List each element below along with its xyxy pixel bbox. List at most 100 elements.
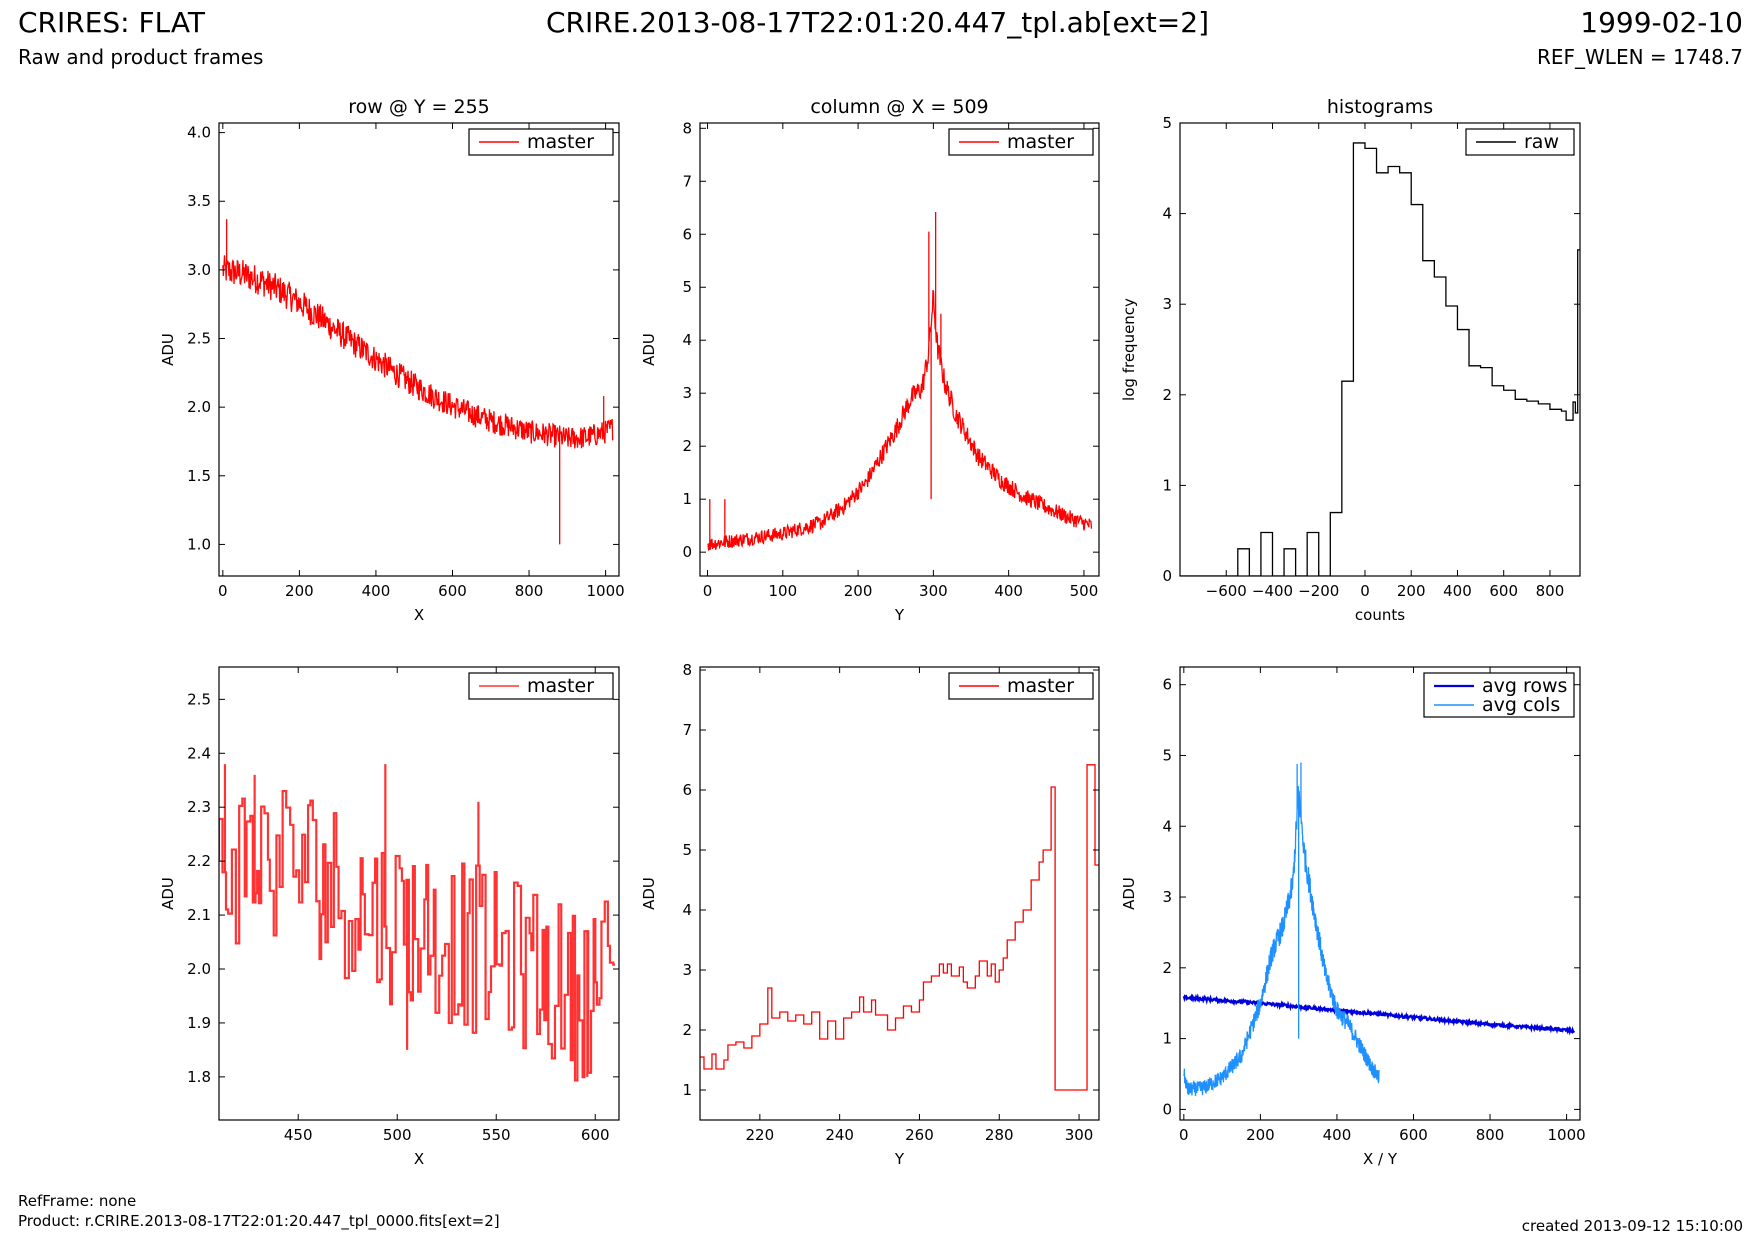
- y-tick-label: 7: [682, 721, 692, 739]
- date-label: 1999-02-10: [1580, 6, 1743, 39]
- series-line-master: [219, 764, 616, 1082]
- legend-label: master: [527, 131, 594, 153]
- chart-hist: −600 −400 −200 0 200 400 600 800 0 1 2 3 4 5 histogram…: [1120, 96, 1581, 624]
- y-axis-label: ADU: [640, 333, 658, 366]
- y-axis-label: ADU: [159, 333, 177, 366]
- chart-averages: 0 200 400 600 800 1000 0 1 2 3 4 5 6 X / Y ADU avg rows…: [1120, 666, 1586, 1168]
- page-title: CRIRES: FLAT: [18, 6, 205, 39]
- y-tick-label: 5: [1162, 114, 1172, 132]
- x-axis-label: counts: [1355, 606, 1405, 624]
- plot-frame: [699, 122, 1100, 577]
- page-subtitle: Raw and product frames: [18, 45, 264, 69]
- y-tick-label: 3: [682, 384, 692, 402]
- x-axis-label: X: [414, 1150, 424, 1168]
- y-tick-label: 3: [1162, 888, 1172, 906]
- y-tick-label: 1.8: [187, 1068, 211, 1086]
- x-tick-label: 0: [1360, 582, 1370, 600]
- x-tick-label: 240: [825, 1126, 854, 1144]
- x-axis-label: Y: [894, 1150, 905, 1168]
- series-line-master: [700, 764, 1099, 1091]
- y-tick-label: 4.0: [187, 124, 211, 142]
- series-line-master: [222, 219, 614, 545]
- x-tick-label: 300: [1065, 1126, 1094, 1144]
- y-tick-label: 5: [682, 841, 692, 859]
- y-tick-label: 8: [682, 661, 692, 679]
- x-tick-label: −600: [1206, 582, 1247, 600]
- legend: master: [468, 672, 614, 700]
- legend-label: master: [1007, 675, 1074, 697]
- x-tick-label: 400: [994, 582, 1023, 600]
- chart-column-zoom: 220 240 260 280 300 1 2 3 4 5 6 7 8 Y ADU master: [640, 661, 1100, 1168]
- series-line-raw: [1180, 142, 1580, 576]
- x-tick-label: 800: [1476, 1126, 1505, 1144]
- x-tick-label: −400: [1252, 582, 1293, 600]
- x-tick-label: −200: [1298, 582, 1339, 600]
- x-tick-label: 400: [1323, 1126, 1352, 1144]
- x-tick-label: 600: [1489, 582, 1518, 600]
- x-tick-label: 500: [1070, 582, 1099, 600]
- y-tick-label: 3: [1162, 295, 1172, 313]
- y-tick-label: 0: [1162, 1100, 1172, 1118]
- refframe-label: RefFrame: none: [18, 1192, 137, 1210]
- y-tick-label: 6: [1162, 676, 1172, 694]
- y-tick-label: 2: [682, 437, 692, 455]
- y-tick-label: 3: [682, 961, 692, 979]
- y-tick-label: 7: [682, 172, 692, 190]
- y-tick-label: 6: [682, 225, 692, 243]
- y-tick-label: 3.5: [187, 192, 211, 210]
- x-tick-label: 400: [1443, 582, 1472, 600]
- x-tick-label: 600: [438, 582, 467, 600]
- y-tick-label: 1.9: [187, 1014, 211, 1032]
- y-tick-label: 8: [682, 119, 692, 137]
- x-tick-label: 1000: [1548, 1126, 1586, 1144]
- x-axis-label: Y: [894, 606, 905, 624]
- plot-frame: [699, 666, 1100, 1121]
- chart-title: row @ Y = 255: [348, 96, 490, 118]
- file-title: CRIRE.2013-08-17T22:01:20.447_tpl.ab[ext…: [545, 6, 1209, 39]
- y-axis-label: ADU: [640, 877, 658, 910]
- y-tick-label: 2: [1162, 959, 1172, 977]
- y-tick-label: 2: [1162, 386, 1172, 404]
- y-tick-label: 1: [1162, 1030, 1172, 1048]
- y-axis-label: log frequency: [1120, 298, 1138, 401]
- legend-label: raw: [1524, 131, 1559, 153]
- x-tick-label: 450: [284, 1126, 313, 1144]
- x-tick-label: 0: [218, 582, 228, 600]
- y-tick-label: 1: [682, 490, 692, 508]
- y-tick-label: 5: [682, 278, 692, 296]
- y-axis-label: ADU: [1120, 877, 1138, 910]
- y-tick-label: 1.0: [187, 535, 211, 553]
- plot-frame: [218, 122, 620, 577]
- y-tick-label: 2.2: [187, 852, 211, 870]
- legend-label: avg rows: [1482, 675, 1567, 697]
- y-tick-label: 0: [682, 543, 692, 561]
- x-tick-label: 500: [383, 1126, 412, 1144]
- x-tick-label: 800: [1536, 582, 1565, 600]
- chart-title: column @ X = 509: [810, 96, 988, 118]
- legend-box: [1423, 672, 1575, 718]
- x-tick-label: 200: [1246, 1126, 1275, 1144]
- y-tick-label: 2.1: [187, 906, 211, 924]
- created-label: created 2013-09-12 15:10:00: [1521, 1217, 1743, 1235]
- x-tick-label: 200: [1397, 582, 1426, 600]
- x-tick-label: 1000: [587, 582, 625, 600]
- x-tick-label: 100: [768, 582, 797, 600]
- chart-row: 0 200 400 600 800 1000 1.0 1.5 2.0 2.5 3.0 3.5 4.0 ro…: [159, 96, 625, 624]
- plot-frame: [1179, 122, 1581, 577]
- y-tick-label: 4: [682, 901, 692, 919]
- y-tick-label: 2.3: [187, 798, 211, 816]
- y-tick-label: 3.0: [187, 261, 211, 279]
- x-tick-label: 600: [581, 1126, 610, 1144]
- legend: raw: [1465, 128, 1575, 156]
- legend: master: [468, 128, 614, 156]
- x-tick-label: 400: [362, 582, 391, 600]
- y-tick-label: 5: [1162, 746, 1172, 764]
- y-tick-label: 6: [682, 781, 692, 799]
- x-tick-label: 800: [515, 582, 544, 600]
- legend-label: avg cols: [1482, 694, 1560, 716]
- x-axis-label: X: [414, 606, 424, 624]
- legend-label: master: [1007, 131, 1074, 153]
- chart-title: histograms: [1327, 96, 1433, 118]
- x-tick-label: 550: [482, 1126, 511, 1144]
- plot-frame: [1179, 666, 1581, 1121]
